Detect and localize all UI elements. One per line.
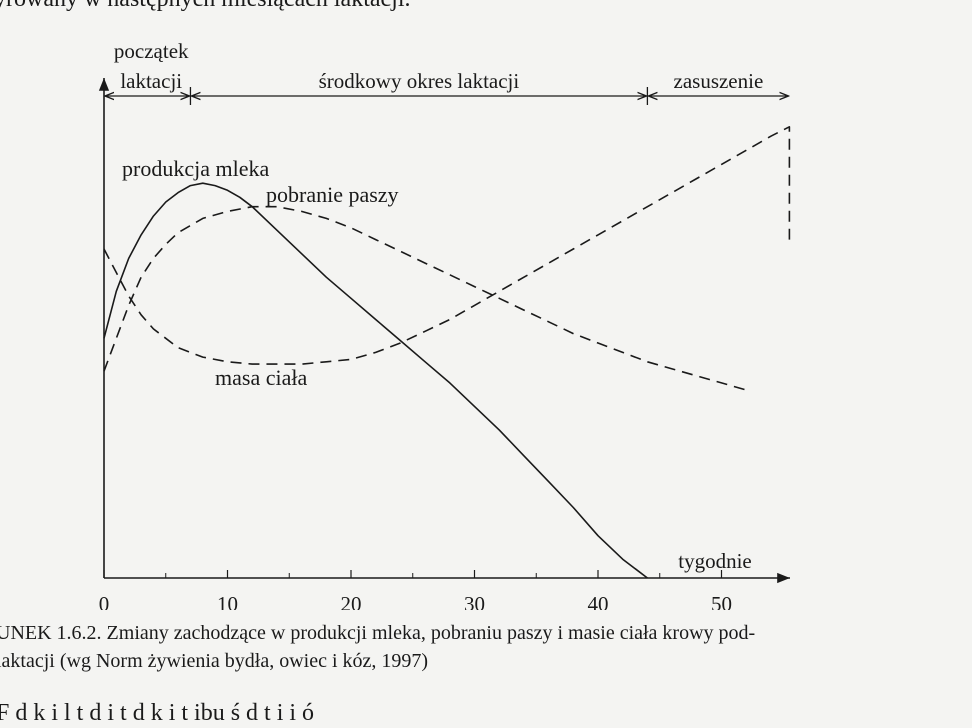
x-tick-label-30: 30	[464, 592, 485, 610]
period-label-0-0: początek	[114, 39, 189, 63]
x-tick-label-50: 50	[711, 592, 732, 610]
period-label-2-0: zasuszenie	[674, 69, 764, 93]
bottom-text-fragment: F d k i l t d i t d k i t ibu ś d t i i …	[0, 700, 315, 726]
period-label-0-1: laktacji	[120, 69, 182, 93]
series-label-2: masa ciała	[215, 365, 307, 390]
x-tick-label-20: 20	[341, 592, 362, 610]
series-line-1	[103, 205, 747, 391]
x-tick-label-0: 0	[99, 592, 110, 610]
figure-caption-line-1: UNEK 1.6.2. Zmiany zachodzące w produkcj…	[0, 622, 756, 644]
x-tick-label-10: 10	[217, 592, 238, 610]
series-line-2	[103, 126, 791, 365]
top-text-line: yrowany w następnych miesiącach laktacji…	[0, 0, 411, 13]
x-axis-label: tygodnie	[678, 549, 752, 573]
period-label-1-0: środkowy okres laktacji	[319, 69, 520, 93]
series-label-0: produkcja mleka	[122, 156, 269, 181]
x-tick-label-40: 40	[588, 592, 609, 610]
lactation-chart: 0 10 20 30 40 50 początek laktacji środkowy okr…	[99, 39, 791, 610]
series-line-0	[103, 182, 648, 579]
figure-caption-line-2: laktacji (wg Norm żywienia bydła, owiec …	[0, 650, 429, 672]
series-label-1: pobranie paszy	[266, 182, 399, 207]
